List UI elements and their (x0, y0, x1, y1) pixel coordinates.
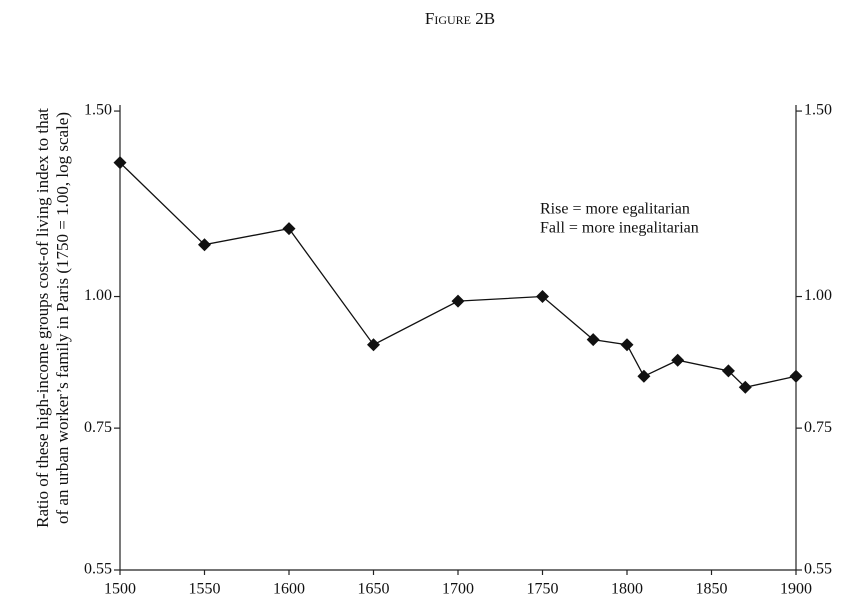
y-axis-label: of an urban worker’s family in Paris (17… (53, 112, 72, 524)
marker (451, 294, 465, 308)
y-tick-label: 1.00 (84, 287, 112, 304)
y-tick-label-right: 1.50 (804, 102, 832, 119)
marker (367, 338, 380, 352)
marker (637, 369, 651, 383)
y-tick-label: 0.75 (84, 419, 112, 436)
y-axis-label: Ratio of these high-income groups cost-o… (33, 108, 52, 528)
marker (620, 338, 634, 352)
x-tick-label: 1750 (527, 581, 559, 598)
x-tick-label: 1650 (358, 581, 390, 598)
x-tick-label: 1600 (273, 581, 305, 598)
x-tick-label: 1800 (611, 581, 643, 598)
x-tick-label: 1550 (189, 581, 221, 598)
marker (671, 353, 685, 367)
x-tick-label: 1850 (696, 581, 728, 598)
x-tick-label: 1700 (442, 581, 474, 598)
marker (586, 333, 600, 347)
x-tick-label: 1900 (780, 581, 812, 598)
series-line (119, 162, 797, 389)
marker (536, 290, 549, 304)
marker (789, 369, 803, 383)
chart-title: Figure 2B (425, 9, 495, 28)
marker (282, 222, 296, 236)
y-tick-label: 0.55 (84, 561, 112, 578)
y-tick-label-right: 1.00 (804, 287, 832, 304)
y-tick-label-right: 0.75 (804, 419, 832, 436)
x-tick-label: 1500 (104, 581, 136, 598)
annotation: Fall = more inegalitarian (540, 220, 699, 237)
marker (198, 238, 211, 252)
y-tick-label: 1.50 (84, 102, 112, 119)
marker (113, 156, 127, 170)
marker (721, 364, 735, 378)
annotation: Rise = more egalitarian (540, 201, 690, 218)
y-tick-label-right: 0.55 (804, 561, 832, 578)
marker (738, 380, 752, 394)
